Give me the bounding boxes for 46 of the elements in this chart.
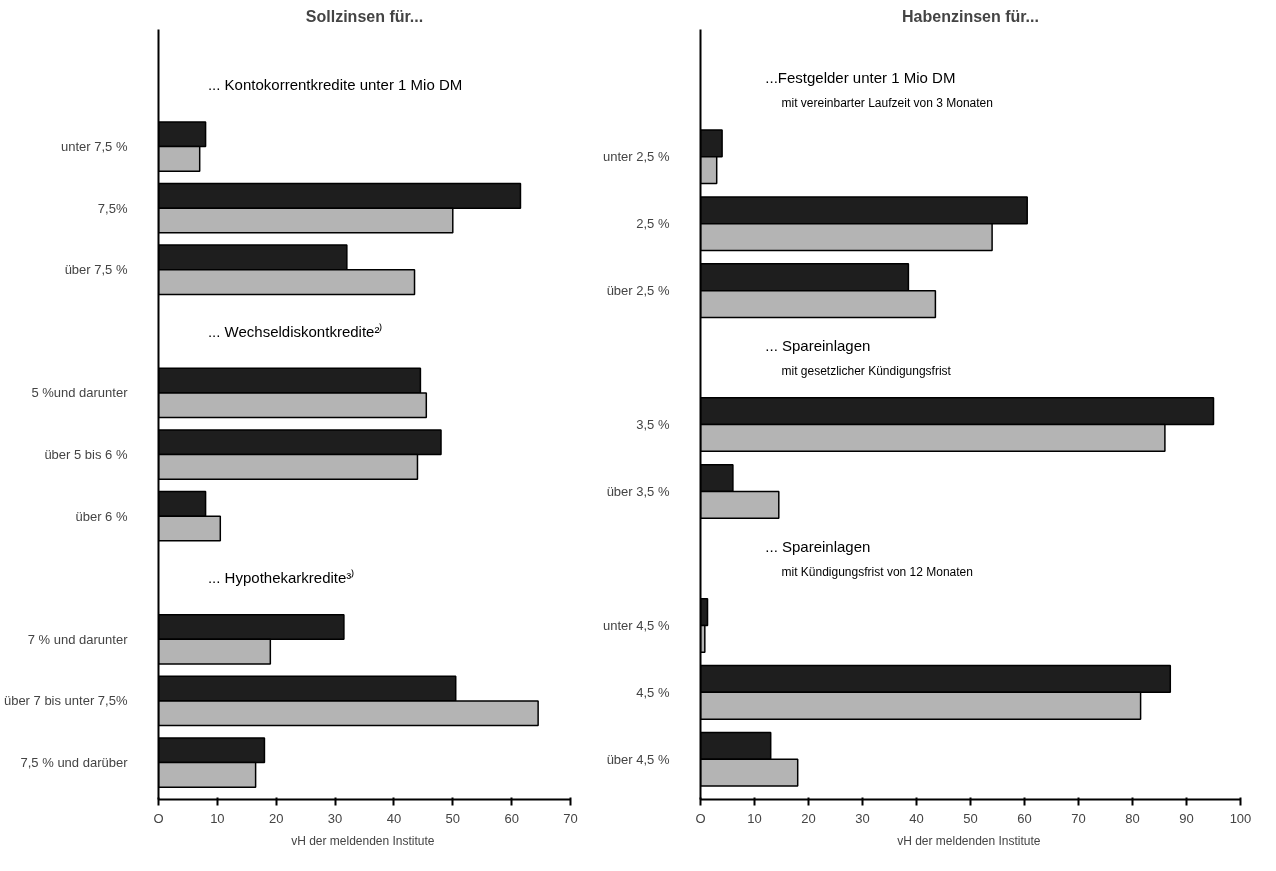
- x-tick-label: 10: [210, 810, 225, 826]
- annotation: ... Hypothekarkredite³⁾: [207, 569, 355, 587]
- x-axis-title: vH der meldenden Institute: [291, 833, 435, 848]
- y-tick-label: 3,5 %: [636, 417, 670, 433]
- x-tick-label: 70: [1071, 810, 1086, 826]
- y-tick-label: 2,5 %: [636, 216, 670, 232]
- y-tick-label: 7,5%: [97, 200, 128, 216]
- annotation: ... Wechseldiskontkredite²⁾: [207, 322, 383, 340]
- x-tick-label: 20: [268, 810, 284, 826]
- annotation: ... Spareinlagen mit Kündigungsfrist von 12 Monaten: [765, 537, 973, 579]
- y-tick-label: über 2,5 %: [606, 283, 670, 299]
- annotation: ... Spareinlagen mit gesetzlicher Kündigungsfrist: [765, 337, 952, 378]
- y-tick-label: unter 7,5 %: [61, 139, 128, 155]
- y-tick-label: über 7 bis unter 7,5%: [3, 693, 128, 709]
- y-tick-label: über 7,5 %: [64, 262, 128, 278]
- x-axis-title: vH der meldenden Institute: [897, 833, 1041, 848]
- y-tick-label: über 4,5 %: [606, 751, 670, 767]
- x-tick-label: 70: [563, 810, 578, 826]
- x-tick-label: 60: [504, 810, 519, 826]
- x-tick-label: 40: [386, 810, 402, 826]
- x-tick-label: 20: [801, 810, 816, 826]
- y-tick-label: über 5 bis 6 %: [44, 447, 128, 463]
- y-tick-label: über 6 %: [75, 508, 128, 524]
- x-tick-label: 50: [963, 810, 978, 826]
- x-tick-label: 30: [855, 810, 870, 826]
- y-tick-label: 4,5 %: [636, 684, 670, 700]
- x-tick-label: 90: [1179, 810, 1194, 826]
- y-tick-label: 5 %und darunter: [31, 385, 129, 401]
- x-tick-label: 50: [445, 810, 461, 826]
- x-tick-label: 10: [747, 810, 762, 826]
- y-tick-label: über 3,5 %: [606, 484, 670, 499]
- x-tick-label: O: [695, 810, 706, 826]
- x-tick-label: 100: [1229, 810, 1252, 826]
- x-tick-label: 60: [1017, 810, 1032, 826]
- y-tick-label: 7,5 % und darüber: [20, 755, 129, 771]
- y-tick-label: unter 2,5 %: [603, 149, 670, 165]
- x-tick-label: O: [153, 810, 164, 826]
- chart-title: Sollzinsen für...: [305, 7, 424, 25]
- chart-title: Habenzinsen für...: [902, 7, 1039, 25]
- y-tick-label: unter 4,5 %: [603, 617, 670, 633]
- x-tick-label: 80: [1125, 810, 1140, 826]
- annotation: ...Festgelder unter 1 Mio DM mit vereinbarter Laufzeit von 3 Monaten: [765, 69, 993, 111]
- y-tick-label: 7 % und darunter: [27, 631, 129, 647]
- x-tick-label: 30: [327, 810, 343, 826]
- x-tick-label: 40: [909, 810, 924, 826]
- annotation: ... Kontokorrentkredite unter 1 Mio DM: [207, 76, 463, 94]
